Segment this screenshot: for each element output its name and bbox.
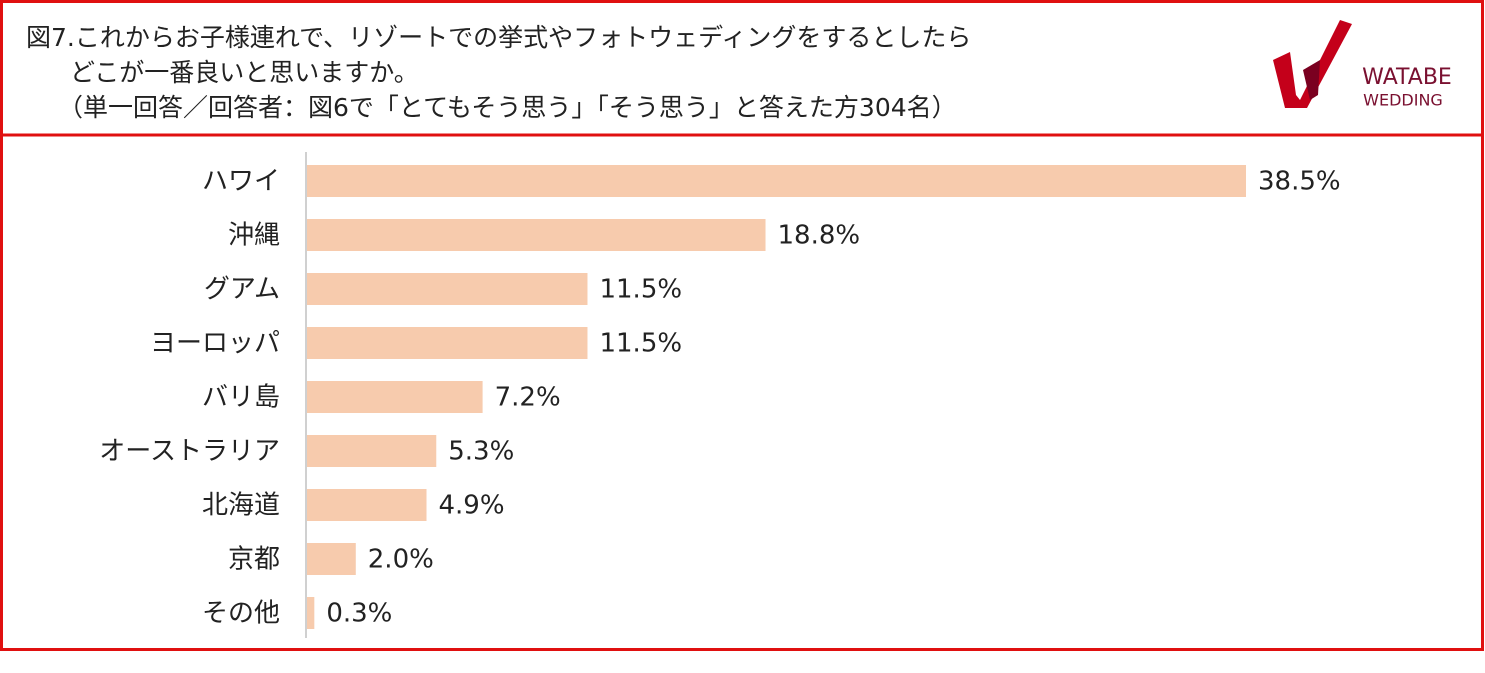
- value-label: 0.3%: [326, 599, 392, 629]
- y-tick-label: 沖縄: [228, 221, 280, 251]
- value-label: 18.8%: [778, 221, 861, 251]
- y-tick-label: オーストラリア: [99, 437, 280, 467]
- logo-text: WATABE: [1362, 65, 1452, 90]
- bar: [307, 597, 315, 629]
- value-label: 38.5%: [1258, 167, 1341, 197]
- value-label: 2.0%: [368, 545, 434, 575]
- bar: [307, 219, 766, 251]
- bar: [307, 435, 437, 467]
- y-tick-label: 北海道: [202, 491, 280, 521]
- value-label: 7.2%: [495, 383, 561, 413]
- value-label: 5.3%: [448, 437, 514, 467]
- bar: [307, 381, 483, 413]
- value-label: 11.5%: [599, 275, 682, 305]
- y-tick-label: その他: [202, 599, 280, 629]
- value-label: 4.9%: [439, 491, 505, 521]
- chart-subtitle: （単一回答／回答者：図6で「とてもそう思う」「そう思う」と答えた方304名）: [58, 93, 957, 122]
- y-tick-label: ハワイ: [202, 167, 280, 197]
- bar: [307, 165, 1246, 197]
- logo-mark: [1303, 60, 1320, 100]
- logo-text: WEDDING: [1363, 91, 1443, 110]
- bar: [307, 489, 427, 521]
- y-tick-label: バリ島: [202, 383, 280, 413]
- logo-mark: [1273, 20, 1352, 108]
- frame: [0, 0, 1484, 651]
- y-tick-label: グアム: [204, 275, 280, 305]
- bar: [307, 327, 588, 359]
- bar: [307, 273, 588, 305]
- y-tick-label: 京都: [228, 545, 280, 575]
- chart-title: 図7.これからお子様連れで、リゾートでの挙式やフォトウェディングをするとしたら …: [26, 23, 972, 87]
- y-tick-label: ヨーロッパ: [150, 329, 280, 359]
- value-label: 11.5%: [599, 329, 682, 359]
- bar: [307, 543, 356, 575]
- logo: WATABE WEDDING: [1273, 20, 1452, 110]
